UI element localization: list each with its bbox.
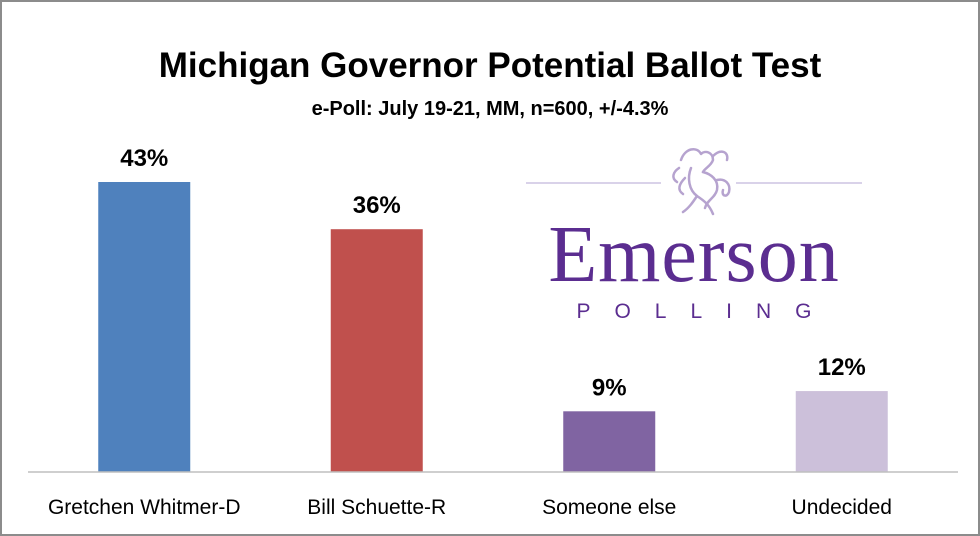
category-label-3: Undecided xyxy=(792,496,892,519)
chart-subtitle: e-Poll: July 19-21, MM, n=600, +/-4.3% xyxy=(311,98,669,120)
data-label-1: 36% xyxy=(353,192,401,219)
bar-1 xyxy=(330,229,423,472)
bar-0 xyxy=(98,182,191,472)
lion-rampant-icon xyxy=(661,138,736,218)
emerson-polling-logo: Emerson POLLING xyxy=(526,138,862,328)
bar-2 xyxy=(563,411,656,472)
logo-tagline: POLLING xyxy=(576,300,836,323)
data-label-0: 43% xyxy=(120,145,168,172)
data-label-2: 9% xyxy=(592,374,627,401)
logo-wordmark: Emerson xyxy=(548,211,840,299)
category-label-0: Gretchen Whitmer-D xyxy=(48,496,241,519)
labels-group: 43% Gretchen Whitmer-D 36% Bill Schuette-R 9… xyxy=(48,145,892,519)
bars-group xyxy=(98,182,888,472)
category-label-2: Someone else xyxy=(542,496,676,519)
bar-3 xyxy=(795,391,888,472)
data-label-3: 12% xyxy=(818,354,866,381)
chart-title: Michigan Governor Potential Ballot Test xyxy=(158,46,822,85)
category-label-1: Bill Schuette-R xyxy=(307,496,446,519)
